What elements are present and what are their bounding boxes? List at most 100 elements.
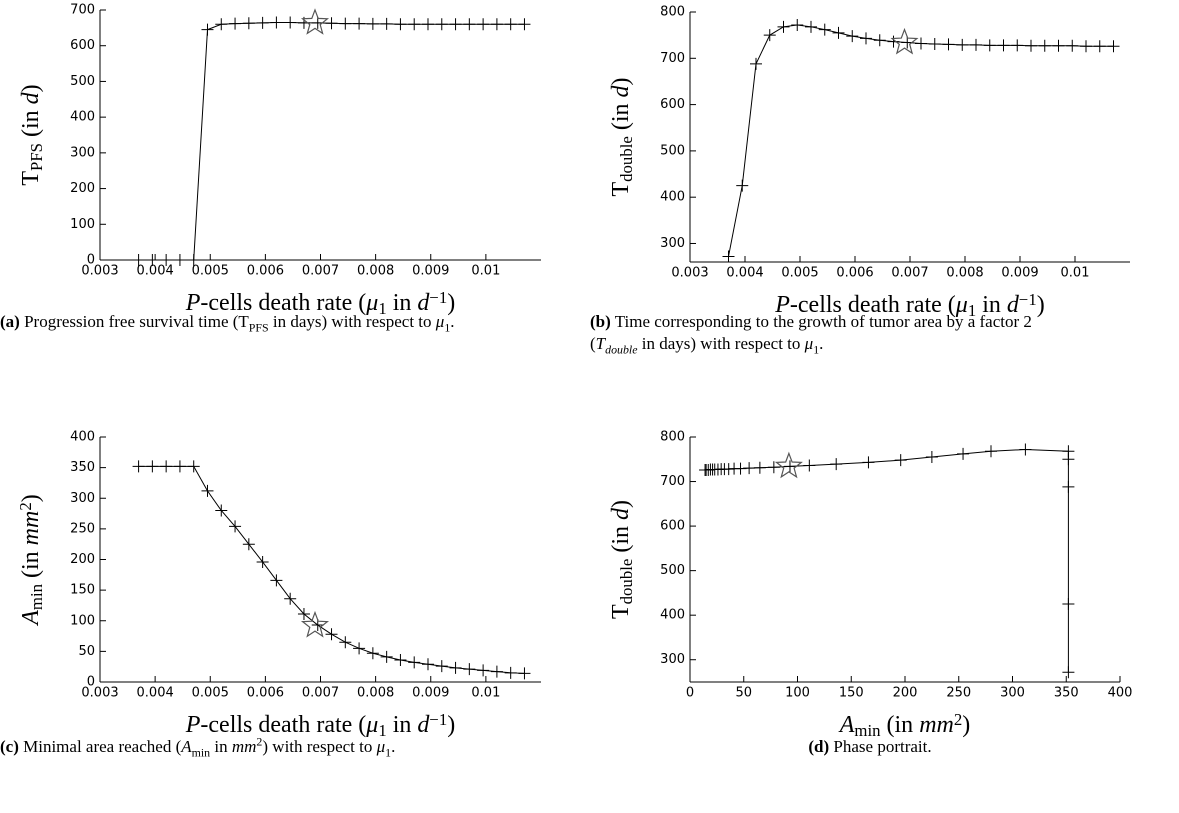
data-point — [339, 17, 352, 30]
data-point — [1025, 39, 1037, 52]
y-tick-label: 800 — [660, 5, 685, 20]
data-point — [970, 38, 982, 51]
label-part: T — [608, 604, 634, 619]
caption-part: (d) — [808, 737, 830, 756]
label-part: P — [185, 290, 201, 316]
data-point — [860, 32, 872, 45]
caption: (a) Progression free survival time (TPFS… — [0, 311, 470, 333]
data-point — [997, 39, 1010, 52]
y-tick-label: 400 — [660, 608, 685, 623]
label-part: mm — [919, 712, 954, 738]
x-axis-label: P-cells death rate (μ1 in d−1) — [185, 288, 456, 318]
data-point — [750, 57, 762, 70]
data-point — [915, 37, 927, 50]
data-point — [187, 254, 200, 266]
x-tick-label: 0.005 — [192, 686, 229, 701]
label-part: μ — [955, 292, 968, 318]
data-point — [1066, 39, 1079, 52]
x-tick-label: 0.004 — [137, 264, 174, 279]
label-part: ) — [18, 494, 44, 502]
label-part: 1 — [378, 721, 386, 740]
label-part: −1 — [429, 288, 447, 307]
y-tick-label: 0 — [87, 253, 95, 268]
caption-part: T — [595, 334, 606, 353]
data-point — [380, 17, 393, 30]
data-point — [777, 20, 790, 33]
data-point — [256, 555, 269, 568]
data-point — [477, 664, 490, 677]
label-part: min — [854, 721, 881, 740]
y-tick-label: 500 — [660, 563, 685, 578]
y-tick-label: 400 — [70, 110, 95, 125]
label-part: ) — [962, 712, 970, 738]
y-tick-label: 150 — [70, 583, 95, 598]
caption-part: (b) — [590, 312, 611, 331]
x-tick-label: 300 — [1000, 686, 1025, 701]
x-tick-label: 200 — [893, 686, 918, 701]
data-point — [394, 653, 407, 666]
y-tick-label: 100 — [70, 613, 95, 628]
y-axis-label: Amin (in mm2) — [16, 494, 46, 627]
caption-part: . — [819, 334, 824, 353]
x-tick-label: 0.009 — [1001, 266, 1038, 281]
label-part: μ — [365, 712, 378, 738]
label-part: ) — [18, 84, 44, 92]
data-point — [256, 16, 269, 29]
x-tick-label: 0.007 — [302, 686, 339, 701]
label-part: −1 — [429, 710, 447, 729]
data-point — [146, 254, 159, 266]
x-tick-label: 0.005 — [192, 264, 229, 279]
label-part: ) — [1037, 292, 1045, 318]
label-part: double — [617, 136, 636, 182]
data-point — [435, 660, 448, 673]
caption-part: . — [450, 312, 455, 331]
x-tick-label: 0.007 — [302, 264, 339, 279]
label-part: d — [417, 712, 430, 738]
data-point — [956, 38, 969, 51]
x-tick-label: 250 — [946, 686, 971, 701]
data-point — [1019, 443, 1032, 456]
x-tick-label: 0.005 — [781, 266, 818, 281]
data-point — [284, 592, 297, 605]
x-tick-label: 0.01 — [1061, 266, 1090, 281]
data-point — [270, 16, 283, 29]
data-point — [408, 656, 421, 669]
y-tick-label: 600 — [660, 97, 685, 112]
data-point — [1062, 480, 1075, 493]
label-part: (in — [608, 97, 634, 136]
x-tick-label: 0.003 — [81, 686, 118, 701]
caption-part: μ — [435, 312, 445, 331]
data-point — [173, 460, 186, 473]
x-tick-label: 0.01 — [471, 686, 500, 701]
x-tick-label: 350 — [1054, 686, 1079, 701]
y-tick-label: 700 — [660, 51, 685, 66]
data-point — [284, 16, 297, 29]
x-axis-label: P-cells death rate (μ1 in d−1) — [774, 290, 1045, 320]
x-tick-label: 0.008 — [357, 264, 394, 279]
x-tick-label: 0.009 — [412, 686, 449, 701]
label-part: ) — [447, 290, 455, 316]
caption-part: PFS — [248, 320, 269, 335]
y-axis-label: Tdouble (in d) — [608, 500, 636, 619]
caption-part: μ — [376, 737, 386, 756]
label-part: in — [387, 290, 418, 316]
data-point — [1062, 666, 1075, 679]
data-point — [873, 34, 886, 47]
data-point — [490, 18, 503, 31]
data-point — [215, 504, 228, 517]
label-part: μ — [365, 290, 378, 316]
label-part: A — [18, 610, 44, 627]
caption-part: A — [181, 737, 192, 756]
data-line — [728, 24, 1114, 257]
data-point — [325, 628, 338, 641]
data-point — [463, 18, 476, 31]
caption: (c) Minimal area reached (Amin in mm2) w… — [0, 735, 470, 758]
y-tick-label: 400 — [70, 430, 95, 445]
caption-part: . — [391, 737, 396, 756]
caption-part: Progression free survival time (T — [19, 312, 249, 331]
data-point — [504, 666, 517, 679]
highlight-star — [300, 8, 330, 35]
caption: (d) Phase portrait. — [660, 736, 1080, 758]
data-point — [229, 520, 242, 533]
data-point — [173, 254, 186, 266]
